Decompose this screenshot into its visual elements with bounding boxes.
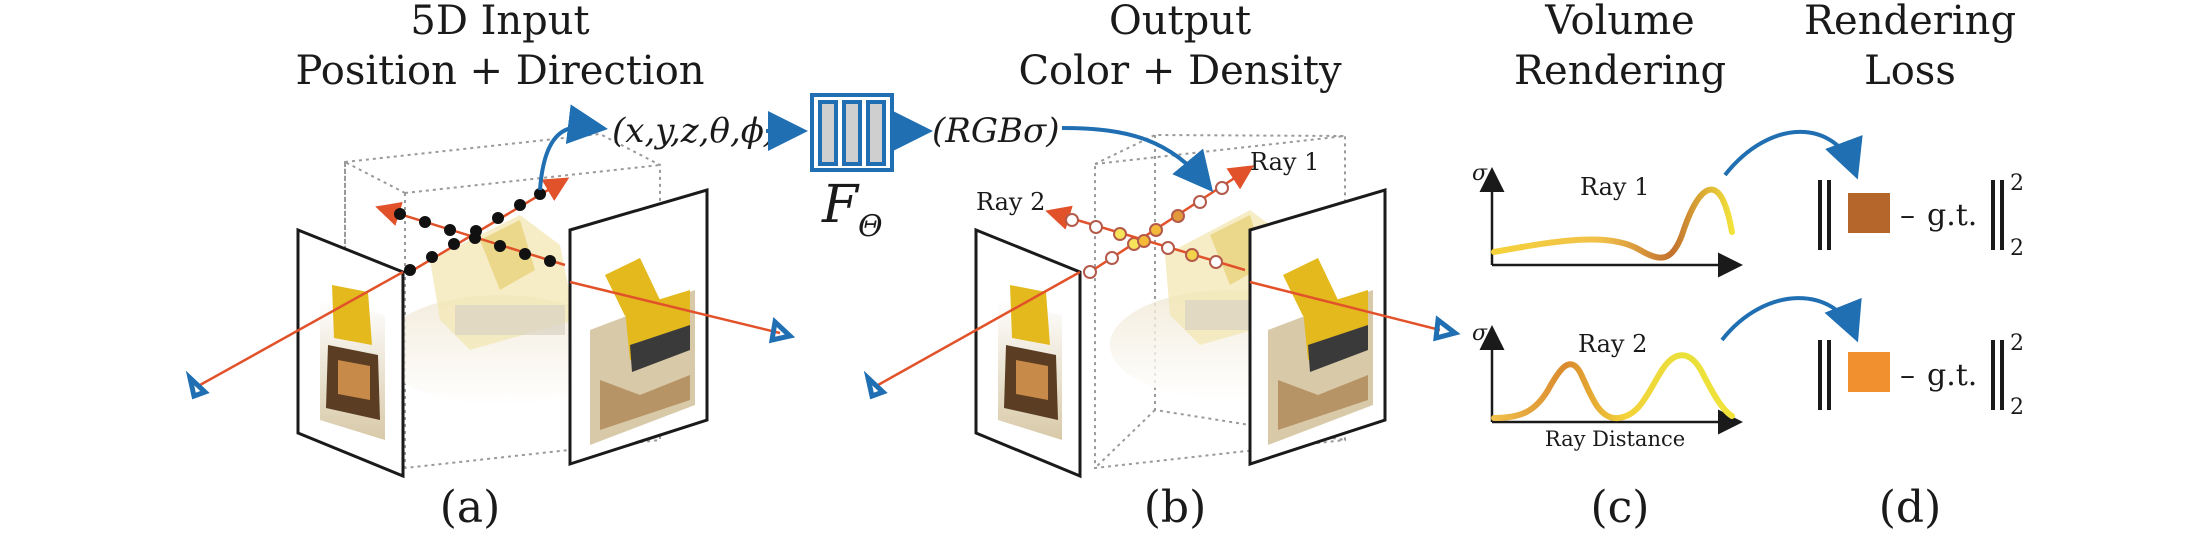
image-plane-right-b xyxy=(1248,187,1387,467)
camera-icon xyxy=(863,370,888,400)
plot-1-curve xyxy=(1491,186,1735,261)
plot-2-xlabel: Ray Distance xyxy=(1545,427,1685,451)
network-icon xyxy=(810,93,894,172)
network-block: (x,y,z,θ,ϕ) F Θ (RGBσ) xyxy=(612,93,1059,244)
loss-term-2: – g.t. 2 2 xyxy=(1818,331,2024,420)
arrow-icon xyxy=(1723,129,1863,180)
panel-b-title-line2: Color + Density xyxy=(1018,48,1342,94)
panel-a: 5D Input Position + Direction xyxy=(185,0,796,533)
camera-ray-left-b xyxy=(877,270,1081,387)
camera-ray-right-a xyxy=(569,280,781,335)
predicted-color-swatch-2 xyxy=(1848,352,1890,392)
loss-2-minus: – xyxy=(1900,358,1915,393)
loss-1-gt: g.t. xyxy=(1927,198,1977,233)
panel-b: Output Color + Density xyxy=(863,0,1461,533)
arrow-icon xyxy=(1720,296,1862,343)
scene-bounding-box-a xyxy=(344,132,661,470)
panel-c-label: (c) xyxy=(1591,482,1650,533)
arrow-icon xyxy=(538,104,608,191)
image-plane-left-a xyxy=(296,227,405,479)
loss-2-exponent: 2 xyxy=(2010,331,2024,356)
input-tuple: (x,y,z,θ,ϕ) xyxy=(612,111,777,151)
loss-2-gt: g.t. xyxy=(1927,358,1977,393)
output-tuple: (RGBσ) xyxy=(932,111,1059,151)
loss-term-1: – g.t. 2 2 xyxy=(1818,171,2024,261)
density-plot-ray-2: σ Ray 2 Ray Distance xyxy=(1472,321,1743,451)
panel-a-title-line2: Position + Direction xyxy=(295,48,704,94)
sample-ray-2-a xyxy=(375,201,566,267)
camera-ray-left-a xyxy=(199,270,404,387)
panel-c: Volume Rendering σ Ray 1 σ Ray 2 Ray Dis… xyxy=(1472,0,1743,533)
ray-1-label-b: Ray 1 xyxy=(1250,148,1319,176)
panel-d-label: (d) xyxy=(1879,482,1942,533)
predicted-color-swatch-1 xyxy=(1848,193,1890,233)
function-symbol: F xyxy=(821,175,860,235)
arrow-icon xyxy=(1061,126,1214,193)
panel-c-title-line2: Rendering xyxy=(1514,48,1726,94)
plot-1-label: Ray 1 xyxy=(1580,173,1649,201)
function-subscript: Θ xyxy=(858,209,883,244)
camera-ray-right-b xyxy=(1249,280,1441,332)
panel-b-label: (b) xyxy=(1144,482,1207,533)
ray-2-label-b: Ray 2 xyxy=(976,188,1045,216)
plot-2-curve xyxy=(1491,352,1735,421)
panel-d: Rendering Loss – g.t. 2 2 – g.t. 2 xyxy=(1720,0,2024,533)
camera-icon xyxy=(1433,315,1461,342)
scene-render-a xyxy=(380,215,620,405)
sample-ray-1-a xyxy=(404,177,570,276)
panel-b-title-line1: Output xyxy=(1109,0,1251,44)
photo-icon xyxy=(332,285,372,345)
plot-2-sigma: σ xyxy=(1472,321,1488,346)
density-plot-ray-1: σ Ray 1 xyxy=(1472,161,1743,278)
panel-c-title-line1: Volume xyxy=(1544,0,1694,44)
plot-2-label: Ray 2 xyxy=(1578,330,1647,358)
loss-1-subscript: 2 xyxy=(2010,236,2024,261)
sample-ray-1-b xyxy=(1083,165,1255,279)
loss-1-minus: – xyxy=(1900,198,1915,233)
sample-ray-2-b xyxy=(1045,205,1246,272)
camera-icon xyxy=(768,316,796,344)
image-plane-left-b xyxy=(974,227,1082,479)
panel-a-title-line1: 5D Input xyxy=(410,0,589,44)
plot-1-sigma: σ xyxy=(1472,161,1488,186)
panel-a-label: (a) xyxy=(440,482,501,533)
loss-1-exponent: 2 xyxy=(2010,171,2024,196)
loss-2-subscript: 2 xyxy=(2010,395,2024,420)
photo-icon xyxy=(1010,285,1050,345)
panel-d-title-line1: Rendering xyxy=(1804,0,2016,44)
camera-icon xyxy=(185,370,210,400)
panel-d-title-line2: Loss xyxy=(1864,48,1956,94)
image-plane-right-a xyxy=(568,187,709,467)
